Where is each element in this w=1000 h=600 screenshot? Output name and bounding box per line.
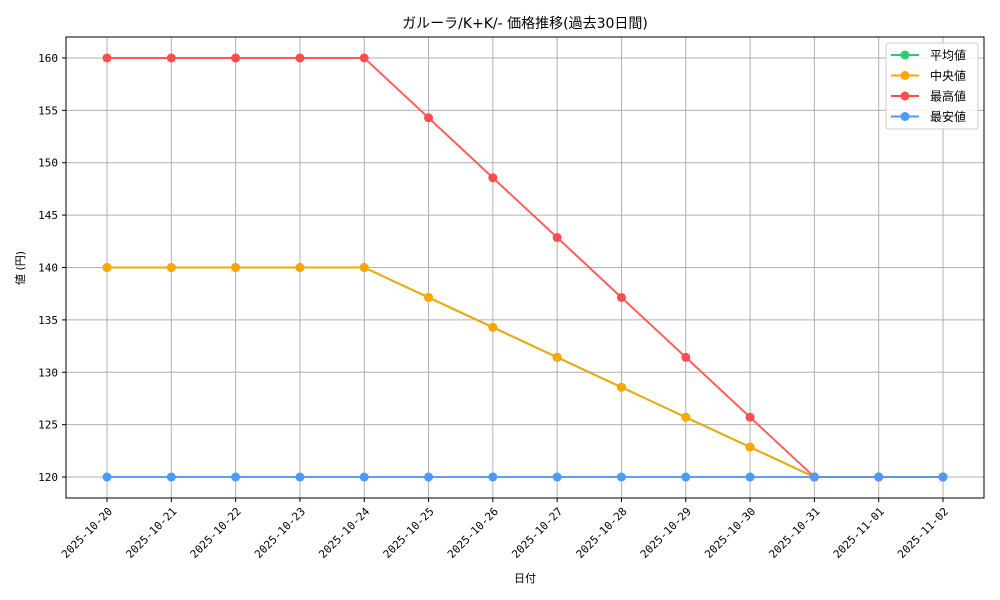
y-tick-label: 125: [38, 419, 58, 432]
x-tick-label: 2025-10-20: [59, 505, 115, 561]
data-point: [616, 382, 626, 392]
y-tick-label: 135: [38, 314, 58, 327]
data-point: [231, 263, 241, 272]
x-tick-label: 2025-10-31: [766, 505, 822, 561]
x-tick-label: 2025-10-21: [123, 505, 179, 561]
legend-box: [885, 42, 979, 130]
data-point: [488, 322, 498, 332]
data-point: [102, 53, 112, 63]
data-point: [745, 412, 755, 422]
x-tick-label: 2025-10-23: [252, 505, 308, 561]
data-point: [874, 472, 884, 482]
y-tick-label: 130: [38, 366, 58, 379]
legend-marker: [900, 112, 910, 121]
series-3: [102, 472, 948, 482]
data-point: [616, 292, 626, 302]
legend-label: 中央値: [930, 68, 966, 83]
data-point: [231, 472, 241, 482]
data-point: [295, 263, 305, 272]
y-tick-label: 155: [38, 104, 58, 117]
data-point: [166, 263, 176, 272]
data-point: [552, 472, 562, 482]
data-point: [359, 263, 369, 272]
y-axis-label: 値 (円): [14, 251, 27, 285]
data-point: [424, 292, 434, 302]
data-point: [359, 472, 369, 482]
legend-marker: [900, 91, 910, 101]
data-point: [424, 472, 434, 482]
y-tick-label: 145: [38, 209, 58, 222]
data-point: [488, 472, 498, 482]
data-point: [745, 472, 755, 482]
legend-label: 最高値: [930, 89, 966, 104]
data-point: [231, 53, 241, 63]
data-point: [552, 352, 562, 362]
y-tick-label: 160: [38, 52, 58, 65]
data-point: [295, 53, 305, 63]
data-point: [102, 263, 112, 272]
x-tick-label: 2025-10-29: [638, 505, 694, 561]
series-line: [107, 56, 943, 479]
legend-marker: [900, 50, 910, 60]
x-tick-label: 2025-10-24: [316, 505, 372, 561]
data-point: [681, 352, 691, 362]
y-tick-label: 120: [38, 471, 58, 484]
x-tick-label: 2025-10-25: [381, 505, 437, 561]
x-tick-label: 2025-11-01: [831, 505, 887, 561]
chart-title: ガルーラ/K+K/- 価格推移(過去30日間): [402, 16, 648, 32]
series-line: [107, 266, 943, 479]
data-point: [488, 173, 498, 183]
data-point: [681, 412, 691, 422]
data-point: [295, 472, 305, 482]
x-axis-ticks: 2025-10-20 2025-10-21 2025-10-22 2025-10-23…: [59, 498, 951, 561]
data-point: [938, 472, 948, 482]
data-point: [102, 472, 112, 482]
x-tick-label: 2025-10-26: [445, 505, 501, 561]
data-point: [424, 113, 434, 123]
legend-label: 最安値: [930, 109, 966, 124]
data-point: [681, 472, 691, 482]
x-tick-label: 2025-10-30: [702, 505, 758, 561]
y-tick-label: 140: [38, 262, 58, 275]
data-point: [616, 472, 626, 482]
data-point: [166, 472, 176, 482]
legend-marker: [900, 71, 910, 80]
data-point: [552, 233, 562, 243]
legend-label: 平均値: [930, 48, 966, 63]
x-tick-label: 2025-10-27: [509, 505, 565, 561]
data-point: [745, 442, 755, 452]
y-tick-label: 150: [38, 157, 58, 170]
y-axis-ticks: 120 125 130 135 140 145 150 155 160: [38, 52, 66, 484]
data-point: [359, 53, 369, 63]
x-axis-label: 日付: [514, 572, 536, 585]
x-tick-label: 2025-10-28: [574, 505, 630, 561]
data-point: [809, 472, 819, 482]
series-lines: [102, 53, 948, 482]
x-tick-label: 2025-10-22: [188, 505, 244, 561]
data-point: [166, 53, 176, 63]
x-tick-label: 2025-11-02: [895, 505, 951, 561]
